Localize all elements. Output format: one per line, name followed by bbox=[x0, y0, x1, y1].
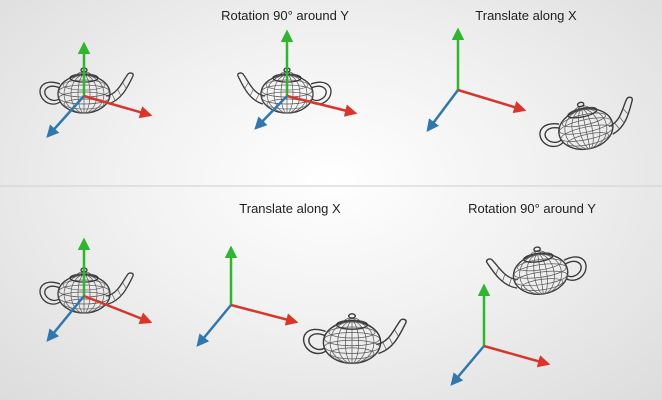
xyz-axes-icon bbox=[46, 41, 153, 138]
xyz-axes-icon bbox=[450, 283, 551, 386]
teapot-wireframe-icon bbox=[484, 240, 590, 302]
xyz-axes-icon bbox=[426, 27, 527, 132]
teapot-wireframe-icon bbox=[237, 67, 332, 114]
teapot-wireframe-icon bbox=[39, 267, 134, 314]
xyz-axes-icon bbox=[46, 237, 153, 342]
teapot-wireframe-icon bbox=[534, 90, 642, 159]
caption-row2-translate: Translate along X bbox=[239, 201, 341, 216]
xyz-axes-icon bbox=[254, 29, 358, 130]
xyz-axes-icon bbox=[196, 245, 299, 347]
caption-row1-translate: Translate along X bbox=[475, 8, 577, 23]
caption-row2-rotation: Rotation 90° around Y bbox=[468, 201, 596, 216]
caption-row1-rotation: Rotation 90° around Y bbox=[221, 8, 349, 23]
teapot-wireframe-icon bbox=[302, 313, 407, 365]
